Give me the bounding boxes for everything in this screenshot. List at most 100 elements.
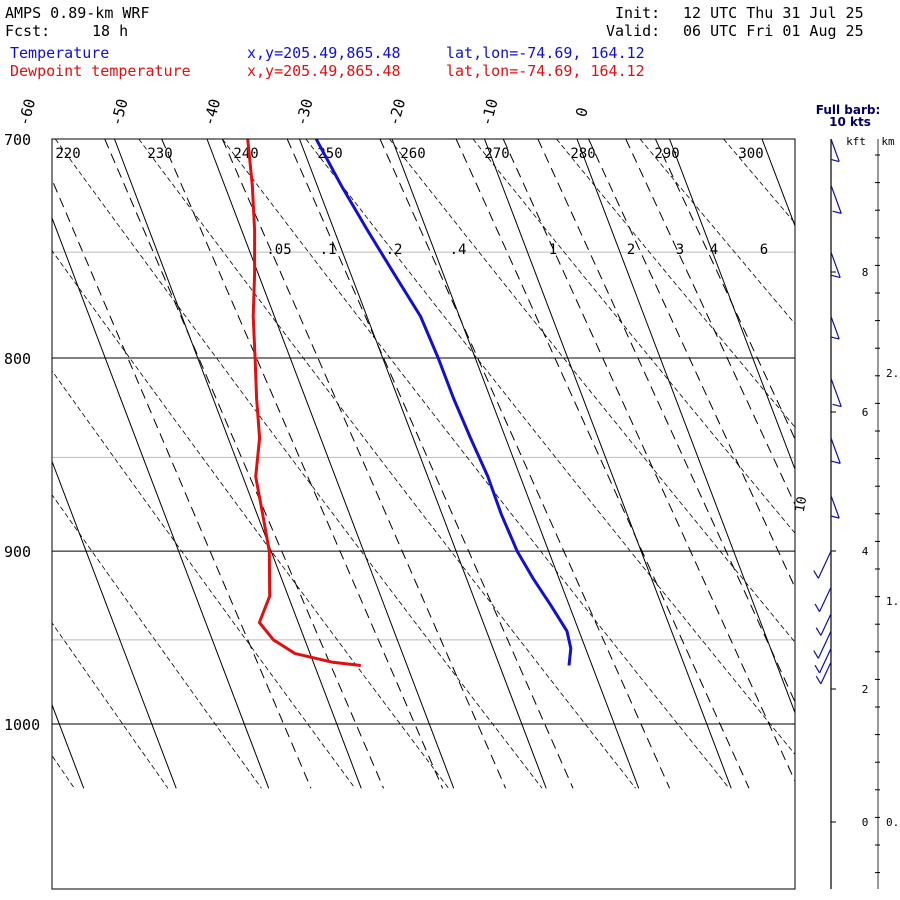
pressure-label: 900 bbox=[4, 543, 31, 561]
dry-adiabat bbox=[472, 139, 795, 534]
barb-note-line1: Full barb: bbox=[816, 103, 881, 117]
kft-tick-label: 0 bbox=[862, 816, 869, 829]
mixing-ratio-line bbox=[455, 139, 750, 789]
valid-time: 06 UTC Fri 01 Aug 25 bbox=[683, 22, 864, 40]
wind-barb bbox=[830, 251, 841, 278]
temperature-xy: x,y=205.49,865.48 bbox=[247, 44, 401, 62]
km-tick-label: 2. bbox=[886, 367, 899, 380]
dry-adiabat bbox=[389, 139, 795, 643]
isotherm-label: -40 bbox=[200, 97, 224, 128]
isotherm bbox=[576, 139, 795, 715]
wind-barb-flag bbox=[832, 210, 842, 214]
isotherm-label: -10 bbox=[477, 97, 501, 128]
isotherm-label: 0 bbox=[572, 106, 592, 119]
theta-label: 270 bbox=[484, 146, 509, 162]
isotherm bbox=[206, 139, 455, 789]
wind-barb-flag bbox=[830, 158, 840, 163]
dry-adiabat bbox=[138, 139, 636, 789]
wind-barb bbox=[830, 184, 842, 214]
forecast-label: Fcst: bbox=[5, 22, 51, 40]
mixing-ratio-label: 1 bbox=[549, 242, 557, 258]
kft-label: kft bbox=[846, 135, 866, 148]
dry-adiabat bbox=[305, 139, 795, 755]
mixing-ratio-label: .05 bbox=[266, 242, 291, 258]
wind-barb-flag bbox=[830, 515, 840, 519]
dry-adiabat bbox=[807, 139, 900, 788]
barb-note-line2: 10 kts bbox=[829, 115, 871, 129]
dewpoint-xy: x,y=205.49,865.48 bbox=[247, 62, 401, 80]
wind-barb bbox=[830, 495, 840, 519]
pressure-label: 700 bbox=[4, 131, 31, 149]
wind-barb-flag bbox=[815, 675, 822, 685]
mixing-ratio-label: 3 bbox=[676, 242, 684, 258]
valid-label: Valid: bbox=[606, 22, 661, 40]
mixing-ratio-label: 6 bbox=[760, 242, 768, 258]
wind-barb bbox=[819, 586, 832, 612]
km-tick-label: 0. bbox=[886, 816, 899, 829]
isotherm-label: -30 bbox=[292, 97, 316, 128]
mixing-ratio-line bbox=[161, 139, 444, 789]
isotherm bbox=[669, 139, 795, 471]
kft-tick-label: 2 bbox=[862, 683, 869, 696]
kft-tick-label: 8 bbox=[862, 266, 869, 279]
wind-scale-label: 10 bbox=[793, 495, 810, 513]
wind-barb bbox=[820, 613, 832, 636]
isotherm bbox=[391, 139, 640, 789]
mixing-ratio-line bbox=[104, 139, 385, 789]
dry-adiabat bbox=[52, 494, 262, 789]
isotherm bbox=[299, 139, 547, 789]
isotherm bbox=[52, 459, 177, 789]
isotherm bbox=[52, 216, 270, 789]
mixing-ratio-line bbox=[588, 139, 795, 589]
isotherm-label: -60 bbox=[15, 97, 39, 128]
wind-barb bbox=[830, 138, 840, 162]
mixing-ratio-label: .1 bbox=[320, 242, 337, 258]
km-tick-label: 1. bbox=[886, 595, 899, 608]
theta-label: 260 bbox=[400, 146, 425, 162]
pressure-label: 800 bbox=[4, 350, 31, 368]
forecast-hour: 18 h bbox=[92, 22, 129, 40]
mixing-ratio-label: 2 bbox=[627, 242, 635, 258]
wind-barb bbox=[817, 550, 832, 579]
init-label: Init: bbox=[615, 4, 661, 22]
mixing-ratio-line bbox=[502, 139, 795, 783]
theta-label: 230 bbox=[147, 146, 172, 162]
dry-adiabat bbox=[52, 754, 75, 789]
dry-adiabat bbox=[54, 139, 543, 789]
mixing-ratio-label: .2 bbox=[386, 242, 403, 258]
mixing-ratio-line bbox=[379, 139, 671, 789]
temperature-legend: Temperature bbox=[10, 44, 110, 62]
pressure-label: 1000 bbox=[4, 716, 40, 734]
wind-barb-flag bbox=[813, 650, 819, 659]
mixing-ratio-line bbox=[286, 139, 574, 789]
dry-adiabat bbox=[222, 139, 730, 789]
wind-barb bbox=[817, 630, 832, 659]
mixing-ratio-line bbox=[52, 178, 312, 789]
mixing-ratio-label: 4 bbox=[710, 242, 718, 258]
dry-adiabat bbox=[52, 622, 169, 789]
km-label: km bbox=[881, 135, 895, 148]
theta-label: 240 bbox=[233, 146, 258, 162]
wind-barb bbox=[820, 661, 832, 685]
wind-barb-flag bbox=[814, 664, 821, 674]
dry-adiabat bbox=[52, 250, 449, 789]
dry-adiabat bbox=[723, 139, 795, 224]
dewpoint-profile bbox=[246, 139, 361, 667]
temperature-latlon: lat,lon=-74.69, 164.12 bbox=[446, 44, 645, 62]
theta-label: 300 bbox=[738, 146, 763, 162]
isotherm bbox=[52, 703, 85, 789]
wind-barb-flag bbox=[814, 603, 821, 612]
isotherm-label: -50 bbox=[107, 97, 131, 128]
theta-label: 220 bbox=[55, 146, 80, 162]
wind-barb-flag bbox=[830, 336, 840, 340]
theta-label: 290 bbox=[654, 146, 679, 162]
isotherm bbox=[114, 139, 362, 789]
kft-tick-label: 4 bbox=[862, 545, 869, 558]
wind-barb-flag bbox=[831, 274, 841, 279]
wind-barb-flag bbox=[813, 570, 819, 579]
mixing-ratio-line bbox=[625, 139, 795, 506]
wind-barb-flag bbox=[832, 403, 842, 408]
wind-barb bbox=[830, 316, 840, 340]
